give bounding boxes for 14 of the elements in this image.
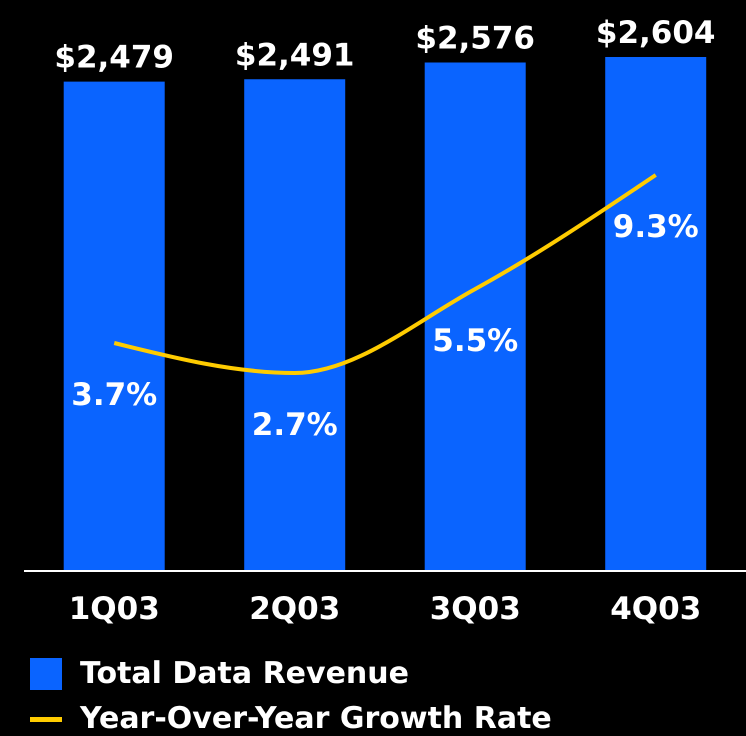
- data-label: $2,576: [415, 20, 536, 56]
- data-label: 5.5%: [432, 323, 518, 359]
- x-tick-label: 4Q03: [610, 591, 702, 628]
- data-label: 9.3%: [612, 209, 699, 245]
- data-label: $2,479: [54, 40, 174, 76]
- data-label: $2,604: [596, 14, 716, 51]
- data-label: 3.7%: [71, 377, 158, 413]
- data-label: 2.7%: [252, 407, 338, 443]
- data-label: $2,491: [234, 37, 355, 74]
- legend-label: Year-Over-Year Growth Rate: [80, 701, 552, 736]
- x-tick-label: 3Q03: [430, 591, 521, 628]
- x-tick-label: 1Q03: [68, 591, 160, 628]
- legend-label: Total Data Revenue: [80, 656, 409, 691]
- x-tick-label: 2Q03: [249, 591, 340, 628]
